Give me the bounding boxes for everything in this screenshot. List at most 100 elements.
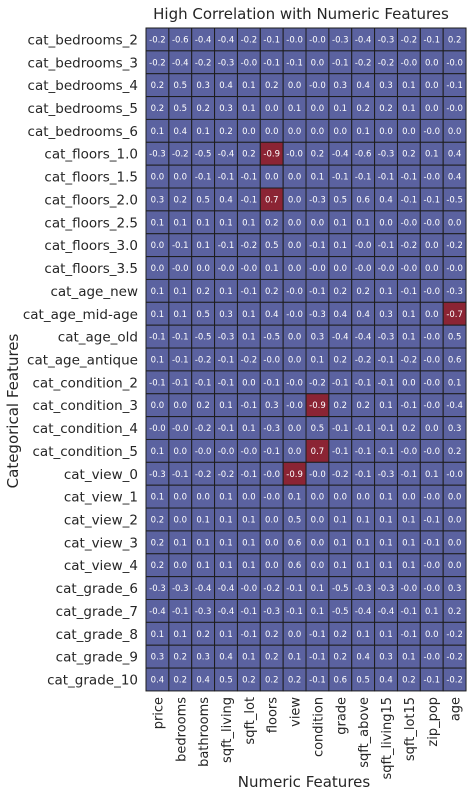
cell-value-label: 0.1 bbox=[196, 218, 210, 228]
cell-value-label: -0.3 bbox=[149, 150, 166, 160]
cell-value-label: -0.0 bbox=[309, 470, 326, 480]
row-tick-label: cat_floors_1.0 bbox=[44, 147, 138, 163]
cell-value-label: 0.0 bbox=[151, 173, 165, 183]
cell-value-label: -0.0 bbox=[286, 378, 303, 388]
cell-value-label: 0.3 bbox=[379, 81, 393, 91]
cell-value-label: -0.0 bbox=[446, 104, 463, 114]
cell-value-label: -0.2 bbox=[149, 35, 166, 45]
cell-value-label: 0.1 bbox=[174, 218, 188, 228]
cell-value-label: -0.0 bbox=[241, 584, 258, 594]
cell-value-label: -0.0 bbox=[423, 173, 440, 183]
column-tick-label: sqft_living15 bbox=[380, 697, 395, 780]
cell-value-label: 0.0 bbox=[448, 538, 462, 548]
cell-value-label: -0.0 bbox=[401, 58, 418, 68]
cell-value-label: -0.1 bbox=[241, 401, 258, 411]
cell-value-label: -0.1 bbox=[263, 378, 280, 388]
cell-value-label: 0.1 bbox=[174, 310, 188, 320]
cell-value-label: -0.1 bbox=[378, 173, 395, 183]
cell-value-label: 0.0 bbox=[402, 378, 416, 388]
cell-value-label: -0.0 bbox=[423, 653, 440, 663]
cell-value-label: 0.4 bbox=[174, 127, 188, 137]
cell-value-label: -0.1 bbox=[401, 401, 418, 411]
cell-value-label: -0.4 bbox=[172, 58, 189, 68]
cell-value-label: -0.1 bbox=[263, 35, 280, 45]
cell-value-label: -0.0 bbox=[241, 58, 258, 68]
cell-value-label: 0.1 bbox=[196, 241, 210, 251]
cell-value-label: 0.1 bbox=[334, 538, 348, 548]
row-tick-label: cat_age_mid-age bbox=[23, 307, 138, 323]
cell-value-label: 0.1 bbox=[311, 607, 325, 617]
cell-value-label: -0.0 bbox=[401, 584, 418, 594]
cell-value-label: 0.2 bbox=[242, 676, 256, 686]
cell-value-label: -0.3 bbox=[378, 333, 395, 343]
cell-value-label: 0.1 bbox=[402, 653, 416, 663]
cell-value-label: 0.1 bbox=[174, 538, 188, 548]
cell-value-label: 0.5 bbox=[219, 676, 233, 686]
cell-value-label: 0.2 bbox=[265, 653, 279, 663]
row-tick-label: cat_view_2 bbox=[64, 512, 138, 528]
cell-value-label: -0.0 bbox=[446, 58, 463, 68]
cell-value-label: 0.4 bbox=[219, 81, 233, 91]
cell-value-label: 0.2 bbox=[151, 538, 165, 548]
cell-value-label: 0.1 bbox=[379, 493, 393, 503]
cell-value-label: 0.2 bbox=[379, 104, 393, 114]
cell-value-label: -0.1 bbox=[423, 195, 440, 205]
cell-value-label: -0.3 bbox=[218, 333, 235, 343]
row-tick-label: cat_condition_5 bbox=[33, 444, 139, 460]
cell-value-label: -0.0 bbox=[423, 584, 440, 594]
cell-value-label: 0.0 bbox=[265, 173, 279, 183]
cell-value-label: 0.2 bbox=[356, 104, 370, 114]
cell-value-label: 0.1 bbox=[402, 81, 416, 91]
cell-value-label: -0.0 bbox=[355, 241, 372, 251]
row-tick-label: cat_grade_6 bbox=[56, 581, 138, 597]
cell-value-label: 0.1 bbox=[151, 355, 165, 365]
cell-value-label: 0.0 bbox=[196, 493, 210, 503]
cell-value-label: -0.2 bbox=[149, 58, 166, 68]
cell-value-label: 0.4 bbox=[356, 310, 370, 320]
cell-value-label: -0.2 bbox=[332, 470, 349, 480]
cell-value-label: 0.1 bbox=[219, 561, 233, 571]
cell-value-label: 0.3 bbox=[379, 310, 393, 320]
cell-value-label: 0.1 bbox=[356, 561, 370, 571]
cell-value-label: 0.0 bbox=[311, 538, 325, 548]
cell-value-label: 0.0 bbox=[425, 264, 439, 274]
cell-value-label: 0.0 bbox=[425, 424, 439, 434]
cell-value-label: 0.0 bbox=[242, 127, 256, 137]
cell-value-label: 0.1 bbox=[151, 493, 165, 503]
cell-value-label: -0.4 bbox=[332, 150, 349, 160]
row-tick-label: cat_view_4 bbox=[64, 558, 138, 574]
cell-value-label: 0.0 bbox=[288, 355, 302, 365]
cell-value-label: -0.4 bbox=[195, 35, 212, 45]
cell-value-label: -0.2 bbox=[378, 58, 395, 68]
cell-value-label: -0.2 bbox=[195, 58, 212, 68]
cell-value-label: 0.1 bbox=[265, 264, 279, 274]
row-tick-label: cat_grade_9 bbox=[56, 650, 138, 666]
column-tick-label: sqft_above bbox=[357, 697, 372, 768]
cell-values: -0.2 -0.6 -0.4 -0.4 -0.2 -0.1 -0.0 -0.0 -0.3 -0.4… bbox=[149, 35, 463, 685]
cell-value-label: 0.4 bbox=[219, 653, 233, 663]
cell-value-label: 0.2 bbox=[356, 401, 370, 411]
cell-value-label: -0.1 bbox=[309, 287, 326, 297]
cell-value-label: -0.0 bbox=[241, 264, 258, 274]
cell-value-label: 0.4 bbox=[196, 676, 210, 686]
cell-value-label: 0.1 bbox=[242, 424, 256, 434]
cell-value-label: 0.5 bbox=[265, 241, 279, 251]
cell-value-label: -0.2 bbox=[401, 355, 418, 365]
cell-value-label: 0.1 bbox=[288, 104, 302, 114]
cell-value-label: -0.4 bbox=[355, 607, 372, 617]
cell-value-label: 0.3 bbox=[219, 310, 233, 320]
cell-value-label: 0.0 bbox=[265, 515, 279, 525]
cell-value-label: -0.0 bbox=[423, 401, 440, 411]
cell-value-label: -0.0 bbox=[378, 264, 395, 274]
cell-value-label: 0.0 bbox=[288, 333, 302, 343]
cell-value-label: 0.1 bbox=[379, 561, 393, 571]
row-tick-label: cat_condition_3 bbox=[33, 398, 139, 414]
cell-value-label: 0.0 bbox=[311, 515, 325, 525]
cell-value-label: -0.0 bbox=[401, 264, 418, 274]
cell-value-label: -0.2 bbox=[195, 470, 212, 480]
cell-value-label: 0.0 bbox=[174, 493, 188, 503]
cell-value-label: -0.2 bbox=[401, 35, 418, 45]
cell-value-label: 0.0 bbox=[242, 378, 256, 388]
cell-value-label: -0.1 bbox=[218, 173, 235, 183]
